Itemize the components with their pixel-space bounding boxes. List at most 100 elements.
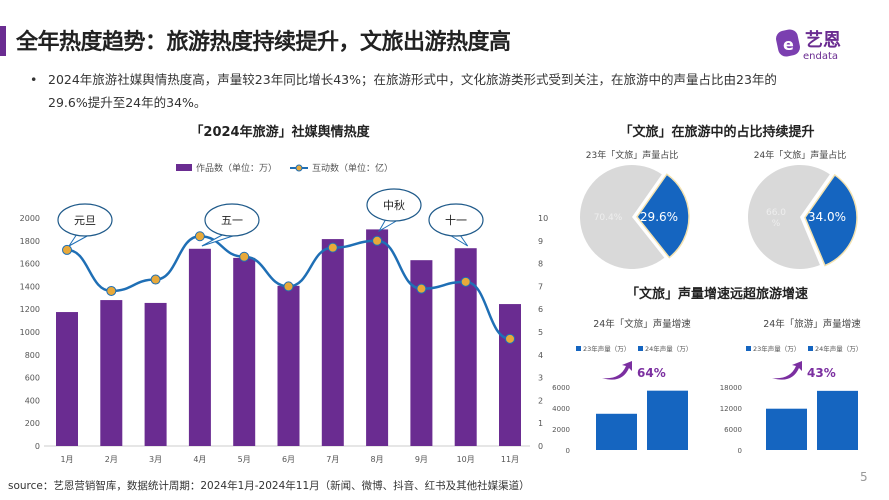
legend-label: 24年声量（万） — [645, 344, 692, 353]
y-right-tick: 1 — [538, 419, 543, 428]
callout-bubble — [366, 188, 422, 222]
bar-3月 — [144, 302, 167, 446]
pie-label-other: 66.0% — [766, 208, 786, 229]
y-right-tick: 4 — [538, 351, 543, 360]
growth-chart-title: 24年「文旅」声量增速 — [593, 318, 691, 330]
legend-bar-swatch — [176, 164, 192, 171]
pie-title: 24年「文旅」声量占比 — [754, 149, 846, 161]
y-tick: 2000 — [552, 426, 570, 434]
bar-6月 — [277, 285, 300, 446]
callout-元旦: 元旦 — [74, 214, 96, 227]
y-left-tick: 200 — [25, 419, 40, 428]
growth-chart-title: 24年「旅游」声量增速 — [763, 318, 861, 330]
legend-line-label: 互动数（单位：亿） — [312, 162, 393, 174]
callout-tail — [201, 233, 237, 247]
line-point-7月 — [327, 242, 338, 253]
growth-arrow-icon — [602, 361, 632, 380]
page-number: 5 — [860, 470, 868, 484]
line-point-1月 — [62, 244, 72, 255]
endata-logo: e 艺恩 endata — [776, 29, 841, 62]
bar-4月 — [188, 248, 211, 446]
bar-8月 — [366, 229, 389, 446]
legend-swatch — [746, 346, 751, 351]
callout-tail — [68, 233, 90, 247]
line-point-5月 — [239, 251, 250, 262]
y-tick: 4000 — [552, 405, 570, 413]
line-point-2月 — [106, 285, 117, 296]
y-left-tick: 2000 — [20, 214, 40, 223]
line-point-6月 — [283, 281, 294, 292]
legend-swatch — [638, 346, 643, 351]
bullet-dot: • — [30, 72, 38, 87]
x-tick: 1月 — [60, 455, 73, 464]
y-right-tick: 2 — [538, 396, 543, 405]
callout-bubble — [57, 203, 113, 237]
y-right-tick: 7 — [538, 282, 543, 291]
callout-bubble — [204, 203, 260, 237]
callout-十一: 十一 — [445, 213, 467, 227]
y-right-tick: 6 — [538, 305, 543, 314]
pie-slice-other — [580, 164, 665, 269]
line-point-10月 — [460, 276, 471, 287]
pie-section-title: 「文旅」在旅游中的占比持续提升 — [619, 124, 814, 140]
callout-tail — [447, 233, 469, 247]
logo-subtext: endata — [803, 51, 838, 62]
y-right-tick: 9 — [538, 237, 543, 246]
svg-text:e: e — [783, 35, 794, 54]
main-chart-title: 「2024年旅游」社媒舆情热度 — [190, 124, 370, 140]
bar-2月 — [100, 300, 123, 446]
y-tick: 0 — [566, 447, 570, 455]
x-tick: 3月 — [149, 455, 162, 464]
line-point-9月 — [416, 283, 427, 294]
pie-slice-wenlv — [636, 173, 690, 259]
y-tick: 6000 — [552, 384, 570, 392]
legend-bar-label: 作品数（单位：万） — [196, 162, 277, 174]
y-left-tick: 0 — [35, 442, 40, 451]
y-right-tick: 5 — [538, 328, 543, 337]
bar-7月 — [321, 239, 344, 446]
y-left-tick: 1000 — [20, 328, 40, 337]
x-tick: 9月 — [415, 455, 428, 464]
growth-rate: 64% — [637, 366, 666, 380]
y-left-tick: 1400 — [20, 282, 40, 291]
bar-10月 — [454, 248, 477, 446]
y-tick: 12000 — [720, 405, 742, 413]
x-tick: 8月 — [371, 455, 384, 464]
y-left-tick: 1800 — [20, 237, 40, 246]
pie-label-wenlv: 29.6% — [640, 210, 678, 224]
bar-11月 — [499, 304, 521, 446]
x-tick: 6月 — [282, 455, 295, 464]
pie-slice-wenlv — [804, 173, 858, 267]
legend-line-marker — [295, 164, 303, 172]
logo-text: 艺恩 — [805, 29, 841, 51]
summary-bullet: • 2024年旅游社媒舆情热度高，声量较23年同比增长43%；在旅游形式中，文化… — [30, 68, 790, 114]
bar-9月 — [410, 260, 433, 446]
y-tick: 0 — [738, 447, 742, 455]
bar-1月 — [56, 312, 78, 446]
y-left-tick: 1200 — [20, 305, 40, 314]
y-right-tick: 3 — [538, 374, 543, 383]
y-left-tick: 1600 — [20, 260, 40, 269]
x-tick: 11月 — [501, 455, 519, 464]
callout-中秋: 中秋 — [383, 198, 405, 212]
callout-tail — [377, 218, 399, 233]
x-tick: 7月 — [326, 455, 339, 464]
y-left-tick: 600 — [25, 374, 40, 383]
legend-swatch — [576, 346, 581, 351]
y-left-tick: 400 — [25, 396, 40, 405]
line-point-8月 — [372, 235, 383, 246]
callout-五一: 五一 — [221, 214, 243, 227]
bar-5月 — [233, 257, 256, 446]
y-right-tick: 10 — [538, 214, 548, 223]
bar-24年 — [647, 390, 688, 450]
legend-swatch — [808, 346, 813, 351]
growth-arrow-icon — [772, 361, 802, 380]
y-right-tick: 0 — [538, 442, 543, 451]
growth-section-title: 「文旅」声量增速远超旅游增速 — [626, 286, 808, 302]
source-note: source：艺恩营销智库，数据统计周期：2024年1月-2024年11月（新闻… — [8, 480, 530, 492]
legend-label: 23年声量（万） — [753, 344, 800, 353]
bar-24年 — [817, 390, 858, 450]
y-tick: 6000 — [724, 426, 742, 434]
